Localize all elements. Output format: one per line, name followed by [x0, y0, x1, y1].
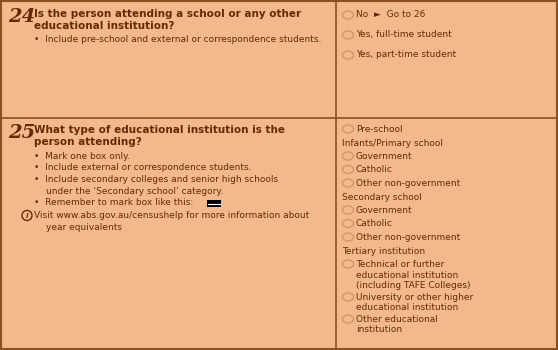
Text: Pre-school: Pre-school	[356, 125, 403, 134]
Text: educational institution: educational institution	[356, 303, 458, 313]
Text: University or other higher: University or other higher	[356, 293, 473, 302]
Text: •  Include secondary colleges and senior high schools: • Include secondary colleges and senior …	[34, 175, 278, 184]
Text: 25: 25	[8, 124, 35, 142]
Text: Other non-government: Other non-government	[356, 233, 460, 242]
Text: •  Include external or correspondence students.: • Include external or correspondence stu…	[34, 163, 252, 173]
Text: educational institution: educational institution	[356, 271, 458, 280]
Text: Infants/Primary school: Infants/Primary school	[342, 139, 443, 147]
Ellipse shape	[343, 31, 354, 39]
Text: •  Include pre-school and external or correspondence students.: • Include pre-school and external or cor…	[34, 35, 321, 44]
Ellipse shape	[343, 315, 354, 323]
Ellipse shape	[343, 293, 354, 301]
Text: year equivalents: year equivalents	[46, 223, 122, 231]
Text: i: i	[26, 212, 28, 218]
Text: Government: Government	[356, 152, 412, 161]
Text: No  ►  Go to 26: No ► Go to 26	[356, 10, 425, 19]
Text: Technical or further: Technical or further	[356, 260, 444, 269]
Text: under the ‘Secondary school’ category.: under the ‘Secondary school’ category.	[46, 187, 223, 196]
Text: Secondary school: Secondary school	[342, 193, 422, 202]
Text: Yes, full-time student: Yes, full-time student	[356, 30, 452, 39]
Text: Is the person attending a school or any other: Is the person attending a school or any …	[34, 9, 301, 19]
Circle shape	[22, 210, 32, 220]
Bar	[207, 200, 221, 207]
Ellipse shape	[343, 51, 354, 59]
Text: Yes, part-time student: Yes, part-time student	[356, 50, 456, 59]
Ellipse shape	[343, 206, 354, 214]
Text: educational institution?: educational institution?	[34, 21, 174, 31]
Text: Government: Government	[356, 206, 412, 215]
Text: Other educational: Other educational	[356, 315, 438, 324]
Text: Catholic: Catholic	[356, 166, 393, 175]
Text: (including TAFE Colleges): (including TAFE Colleges)	[356, 281, 470, 290]
Text: person attending?: person attending?	[34, 137, 142, 147]
Text: •  Remember to mark box like this:: • Remember to mark box like this:	[34, 198, 193, 207]
Ellipse shape	[343, 260, 354, 268]
Ellipse shape	[343, 152, 354, 160]
Ellipse shape	[343, 233, 354, 241]
Ellipse shape	[343, 125, 354, 133]
Ellipse shape	[343, 219, 354, 228]
Text: Catholic: Catholic	[356, 219, 393, 229]
Text: •  Mark one box only.: • Mark one box only.	[34, 152, 130, 161]
Ellipse shape	[343, 11, 354, 19]
Text: Other non-government: Other non-government	[356, 179, 460, 188]
Text: Tertiary institution: Tertiary institution	[342, 246, 425, 256]
Text: institution: institution	[356, 326, 402, 335]
Ellipse shape	[343, 179, 354, 187]
Ellipse shape	[343, 166, 354, 174]
Text: What type of educational institution is the: What type of educational institution is …	[34, 125, 285, 135]
Text: 24: 24	[8, 8, 35, 26]
Text: Visit www.abs.gov.au/censushelp for more information about: Visit www.abs.gov.au/censushelp for more…	[34, 211, 309, 220]
